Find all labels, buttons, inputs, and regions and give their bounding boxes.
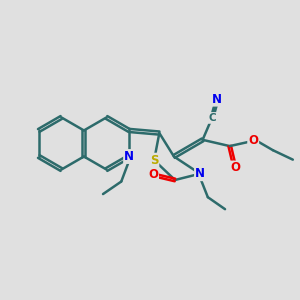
- Text: N: N: [195, 167, 205, 180]
- Text: O: O: [230, 161, 240, 175]
- Text: N: N: [124, 150, 134, 163]
- Text: N: N: [212, 93, 222, 106]
- Text: O: O: [248, 134, 258, 147]
- Text: O: O: [148, 168, 158, 181]
- Text: S: S: [150, 154, 158, 167]
- Text: C: C: [208, 113, 216, 123]
